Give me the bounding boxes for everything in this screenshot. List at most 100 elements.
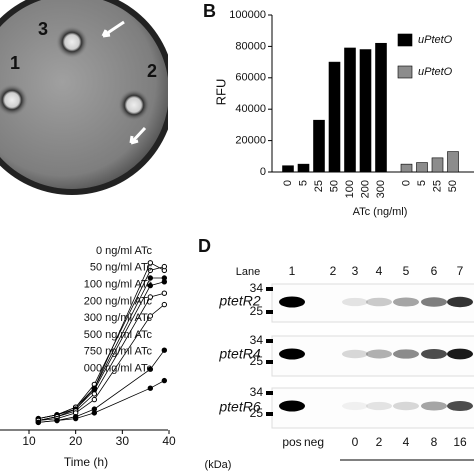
data-point xyxy=(147,313,154,319)
x-tick-label: 5 xyxy=(416,180,428,186)
data-point xyxy=(72,415,79,422)
band xyxy=(421,348,447,360)
y-tick-label: 0 xyxy=(260,166,266,178)
x-tick-label: 300 xyxy=(375,180,387,198)
x-tick-label: 30 xyxy=(116,434,130,448)
data-point xyxy=(161,377,168,384)
data-point xyxy=(147,267,154,274)
band xyxy=(366,401,392,411)
lane-label: neg xyxy=(304,435,324,449)
legend-label: uPtetO xyxy=(418,66,453,78)
y-axis-label: RFU xyxy=(213,79,228,106)
lane-label: 2 xyxy=(376,435,383,449)
data-point xyxy=(147,366,154,372)
lane-number: 5 xyxy=(403,264,410,278)
x-tick-label: 200 xyxy=(359,180,371,198)
x-axis-label: Time (h) xyxy=(64,455,108,469)
data-point xyxy=(147,294,154,300)
panel-label: B xyxy=(203,1,216,21)
lane-number: 3 xyxy=(352,264,359,278)
marker-band xyxy=(266,339,273,343)
colony-label: 2 xyxy=(147,61,157,81)
unit-label: (kDa) xyxy=(205,459,232,471)
band xyxy=(447,296,473,308)
legend-label: 0 ng/ml ATc xyxy=(96,245,153,257)
marker-band xyxy=(266,391,273,395)
bar xyxy=(328,61,341,173)
band xyxy=(393,401,419,411)
plate-panel: 1 2 3 xyxy=(0,0,168,198)
legend-label: 300 ng/ml ATc xyxy=(84,312,153,324)
gel-panel: Lane ptetR2 ptetR4 ptetR6 (kDa) 1 2 3 4 5 6 7p… xyxy=(205,264,474,471)
data-point xyxy=(54,417,60,424)
data-point xyxy=(161,347,168,353)
bar xyxy=(359,49,372,173)
marker-band xyxy=(266,310,273,314)
arrow xyxy=(101,20,125,38)
panel-label: D xyxy=(198,236,211,256)
band xyxy=(366,297,392,307)
y-tick-label: 40000 xyxy=(235,103,266,115)
colony-label: 3 xyxy=(38,19,48,39)
x-tick-label: 10 xyxy=(22,434,36,448)
marker-label: 34 xyxy=(250,333,264,347)
colony xyxy=(0,84,28,116)
x-tick-label: 50 xyxy=(328,180,340,192)
band xyxy=(447,348,473,360)
marker-label: 25 xyxy=(250,304,264,318)
arrow xyxy=(129,126,147,145)
blot xyxy=(271,387,474,429)
legend-label: 500 ng/ml ATc xyxy=(84,329,153,341)
y-tick-label: 20000 xyxy=(235,135,266,147)
data-point xyxy=(147,385,154,391)
row-label: ptetR6 xyxy=(218,399,260,415)
x-tick-label: 50 xyxy=(447,180,459,192)
lane-label: 16 xyxy=(453,435,467,449)
lane-label: 0 xyxy=(352,435,359,449)
bar xyxy=(447,151,459,173)
lane-number: 1 xyxy=(289,264,296,278)
legend-label: 200 ng/ml ATc xyxy=(84,295,153,307)
bar xyxy=(297,163,310,173)
row-label: ptetR4 xyxy=(218,346,260,362)
data-point xyxy=(147,282,154,289)
band xyxy=(342,349,368,359)
colony xyxy=(118,89,150,121)
plate xyxy=(0,0,168,189)
legend-label: 100 ng/ml ATc xyxy=(84,279,153,291)
bar xyxy=(416,162,428,173)
marker-label: 34 xyxy=(250,281,264,295)
bar xyxy=(400,163,413,173)
bar xyxy=(375,42,387,173)
y-tick-label: 100000 xyxy=(229,9,266,21)
lane-number: 7 xyxy=(457,264,464,278)
data-point xyxy=(91,391,98,397)
x-tick-label: 40 xyxy=(162,434,176,448)
data-point xyxy=(147,260,154,266)
legend-swatch xyxy=(397,65,413,79)
marker-band xyxy=(266,412,273,416)
x-tick-label: 5 xyxy=(297,180,309,186)
marker-label: 25 xyxy=(250,406,264,420)
data-point xyxy=(161,301,168,308)
band xyxy=(342,401,368,411)
legend-label: uPtetO xyxy=(418,34,453,46)
legend-label: 000 ng/ml ATc xyxy=(84,363,153,375)
lane-label: 4 xyxy=(403,435,410,449)
bar xyxy=(431,157,444,173)
band xyxy=(279,400,305,412)
lane-number: 2 xyxy=(330,264,337,278)
x-tick-label: 0 xyxy=(282,180,294,186)
lane-title: Lane xyxy=(236,266,260,278)
marker-band xyxy=(266,287,273,291)
marker-label: 34 xyxy=(250,385,264,399)
data-point xyxy=(91,396,98,403)
colony-label: 1 xyxy=(10,53,20,73)
band xyxy=(366,349,392,359)
series-line xyxy=(38,304,165,421)
colony xyxy=(56,26,88,58)
lane-label: 8 xyxy=(431,435,438,449)
x-tick-label: 20 xyxy=(69,434,83,448)
marker-label: 25 xyxy=(250,354,264,368)
